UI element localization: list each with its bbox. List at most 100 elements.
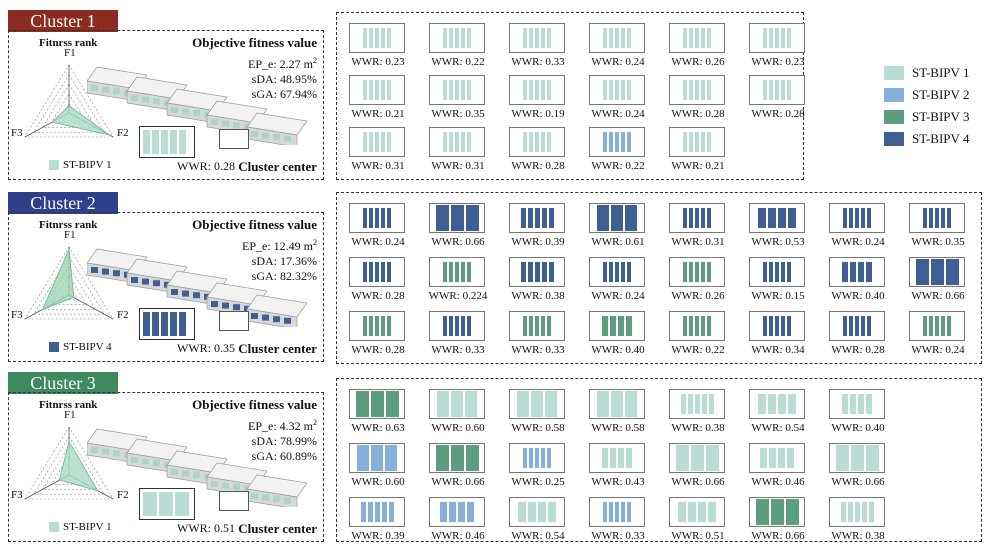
facade-pane	[547, 132, 551, 152]
facade-pane	[763, 262, 767, 282]
facade-pane	[387, 28, 391, 48]
facade-pane	[675, 445, 689, 471]
facade-pane	[541, 28, 545, 48]
facade-pane	[695, 28, 699, 48]
facade-pane	[855, 208, 859, 228]
solution-cell: WWR: 0.28	[823, 311, 893, 359]
facade-pane	[541, 208, 547, 228]
facade-pane	[849, 208, 853, 228]
building-window	[233, 304, 240, 311]
facade-pane	[707, 28, 711, 48]
facade-pane	[842, 394, 848, 414]
type-label: ST-BIPV 1	[63, 159, 112, 171]
facade-pane	[689, 262, 693, 282]
solution-cell: WWR: 0.31	[663, 203, 733, 251]
solution-cell: WWR: 0.66	[423, 203, 493, 251]
facade-pane	[541, 316, 545, 336]
solution-cell: WWR: 0.43	[583, 443, 653, 491]
facade-thumbnail	[349, 23, 405, 53]
legend-label: ST-BIPV 1	[912, 65, 970, 80]
building-window	[284, 497, 291, 504]
legend-swatch	[884, 66, 904, 80]
facade-pane	[458, 502, 465, 522]
facade-pane	[861, 502, 867, 522]
facade-thumbnail	[749, 389, 805, 419]
facade-pane	[683, 28, 687, 48]
wwr-label: WWR: 0.66	[431, 476, 485, 488]
wwr-label: WWR: 0.33	[431, 344, 485, 356]
facade-pane	[381, 502, 387, 522]
facade-pane	[455, 132, 459, 152]
facade-pane	[609, 502, 613, 522]
wwr-label: WWR: 0.28	[831, 344, 885, 356]
solution-cell: WWR: 0.66	[423, 443, 493, 491]
facade-pane	[547, 448, 551, 468]
building-window	[131, 277, 138, 283]
facade-pane	[523, 448, 527, 468]
fitness-title: Objective fitness value	[192, 35, 317, 50]
facade-pane	[695, 316, 699, 336]
facade-pane	[688, 502, 696, 522]
facade-pane	[707, 316, 711, 336]
facade-pane	[602, 448, 608, 468]
facade-pane	[610, 316, 616, 336]
facade-pane	[387, 80, 391, 100]
solution-cell: WWR: 0.22	[583, 127, 653, 175]
facade-thumbnail	[429, 127, 485, 157]
fitness-radar-chart	[24, 426, 114, 500]
facade-pane	[678, 502, 686, 522]
facade-thumbnail	[829, 203, 885, 233]
facade-pane	[381, 132, 385, 152]
facade-pane	[935, 316, 939, 336]
facade-thumbnail	[429, 203, 485, 233]
facade-pane	[609, 262, 613, 282]
facade-pane	[941, 316, 945, 336]
facade-pane	[763, 28, 767, 48]
wwr-label: WWR: 0.66	[751, 530, 805, 542]
facade-pane	[915, 259, 929, 285]
axis-label-f1: F1	[64, 409, 76, 421]
solution-cell: WWR: 0.46	[743, 443, 813, 491]
solution-cell: WWR: 0.26	[663, 23, 733, 71]
facade-thumbnail	[909, 257, 965, 287]
facade-pane	[387, 208, 391, 228]
facade-pane	[363, 316, 367, 336]
facade-pane	[455, 262, 459, 282]
facade-pane	[465, 445, 479, 471]
solution-cell: WWR: 0.40	[823, 257, 893, 305]
wwr-label: WWR: 0.66	[911, 290, 965, 302]
radar-gridline	[24, 64, 114, 138]
building-window	[222, 120, 229, 127]
building-window	[182, 290, 189, 297]
wwr-label: WWR: 0.54	[511, 530, 565, 542]
fitness-sda: sDA: 17.36%	[242, 254, 317, 269]
facade-pane	[381, 262, 385, 282]
facade-pane	[778, 208, 786, 228]
center-wwr-label: WWR: 0.28	[177, 159, 235, 173]
facade-pane	[683, 262, 687, 282]
solution-cell: WWR: 0.24	[903, 311, 973, 359]
facade-pane	[701, 316, 705, 336]
facade-pane	[615, 132, 619, 152]
facade-pane	[370, 391, 384, 417]
building-window	[273, 496, 280, 503]
facade-pane	[355, 391, 369, 417]
facade-pane	[935, 208, 939, 228]
facade-pane	[615, 502, 619, 522]
facade-pane	[449, 502, 456, 522]
facade-pane	[695, 262, 699, 282]
facade-pane	[375, 132, 379, 152]
design-solutions-grid: WWR: 0.23 WWR: 0.22 WWR: 0.33 WWR: 0.24 WWR:…	[336, 12, 805, 180]
legend-label: ST-BIPV 3	[912, 109, 970, 124]
solution-cell: WWR: 0.21	[663, 127, 733, 175]
solution-cell: WWR: 0.33	[503, 311, 573, 359]
facade-pane	[626, 316, 632, 336]
facade-thumbnail	[429, 497, 485, 527]
facade-thumbnail	[749, 257, 805, 287]
facade-pane	[843, 316, 847, 336]
facade-thumbnail	[909, 311, 965, 341]
facade-pane	[615, 28, 619, 48]
wwr-label: WWR: 0.61	[591, 236, 645, 248]
building-window	[153, 280, 160, 287]
facade-pane	[363, 80, 367, 100]
